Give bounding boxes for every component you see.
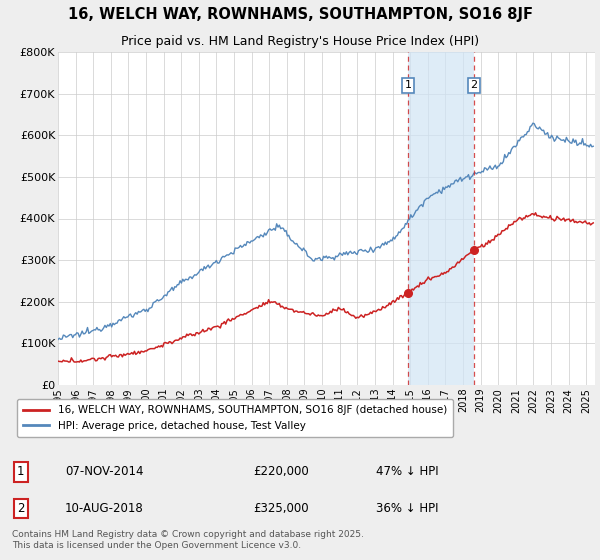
Text: 07-NOV-2014: 07-NOV-2014 <box>65 465 143 478</box>
Text: 36% ↓ HPI: 36% ↓ HPI <box>376 502 439 515</box>
Text: 47% ↓ HPI: 47% ↓ HPI <box>376 465 439 478</box>
Legend: 16, WELCH WAY, ROWNHAMS, SOUTHAMPTON, SO16 8JF (detached house), HPI: Average pr: 16, WELCH WAY, ROWNHAMS, SOUTHAMPTON, SO… <box>17 399 453 437</box>
Text: Contains HM Land Registry data © Crown copyright and database right 2025.
This d: Contains HM Land Registry data © Crown c… <box>12 530 364 550</box>
Text: 1: 1 <box>17 465 25 478</box>
Text: 1: 1 <box>404 80 412 90</box>
Text: 10-AUG-2018: 10-AUG-2018 <box>65 502 143 515</box>
Text: £325,000: £325,000 <box>253 502 308 515</box>
Text: 16, WELCH WAY, ROWNHAMS, SOUTHAMPTON, SO16 8JF: 16, WELCH WAY, ROWNHAMS, SOUTHAMPTON, SO… <box>67 7 533 22</box>
Text: £220,000: £220,000 <box>253 465 309 478</box>
Text: 2: 2 <box>470 80 478 90</box>
Text: Price paid vs. HM Land Registry's House Price Index (HPI): Price paid vs. HM Land Registry's House … <box>121 35 479 48</box>
Text: 2: 2 <box>17 502 25 515</box>
Bar <box>408 52 474 385</box>
